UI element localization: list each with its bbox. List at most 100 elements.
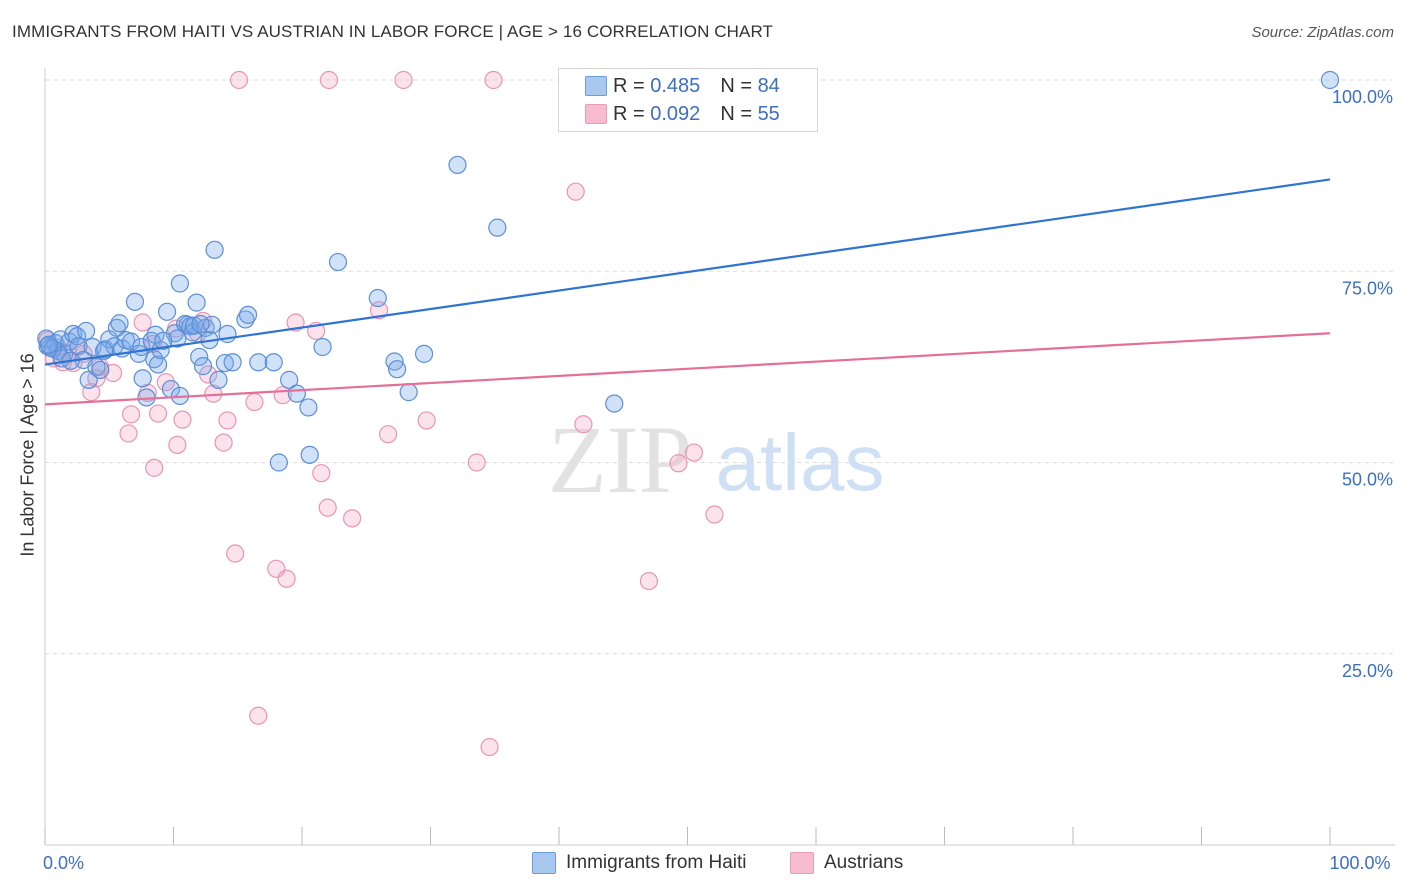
haiti-point bbox=[387, 360, 407, 379]
austrians-point bbox=[168, 435, 187, 455]
haiti-point bbox=[190, 347, 209, 367]
haiti-point bbox=[1320, 70, 1340, 90]
y-axis-label: In Labor Force | Age > 16 bbox=[17, 353, 38, 557]
bottom-legend-haiti: Immigrants from Haiti bbox=[532, 852, 747, 874]
trendlines bbox=[44, 178, 1331, 406]
haiti-point bbox=[328, 252, 348, 272]
haiti-point bbox=[223, 353, 242, 372]
y-tick-label: 75.0% bbox=[1342, 278, 1393, 298]
austrians-point bbox=[245, 392, 264, 412]
legend-r-label: R = bbox=[613, 102, 645, 125]
bottom-legend-swatch-haiti bbox=[532, 852, 556, 874]
haiti-point bbox=[313, 337, 332, 357]
watermark-zip: ZIP bbox=[548, 406, 692, 513]
haiti-point bbox=[184, 316, 204, 335]
haiti-point bbox=[148, 355, 168, 374]
haiti-point bbox=[300, 445, 319, 464]
watermark: ZIP atlas bbox=[548, 406, 884, 513]
austrians-point bbox=[394, 70, 413, 90]
chart-source: Source: ZipAtlas.com bbox=[1251, 24, 1394, 41]
austrians-point bbox=[148, 404, 168, 423]
austrians-point bbox=[312, 464, 331, 483]
y-tick-label: 25.0% bbox=[1342, 661, 1393, 681]
x-tick-label: 0.0% bbox=[43, 853, 84, 873]
haiti-point bbox=[110, 314, 129, 333]
haiti-point bbox=[157, 302, 177, 321]
haiti-point bbox=[154, 331, 173, 350]
bottom-legend-austrians: Austrians bbox=[790, 852, 903, 874]
austrians-point bbox=[218, 411, 237, 430]
austrians-point bbox=[639, 571, 659, 591]
bottom-legend-label-haiti: Immigrants from Haiti bbox=[566, 852, 747, 873]
austrians-point bbox=[417, 411, 436, 430]
austrians-point bbox=[133, 313, 152, 332]
haiti-point bbox=[125, 292, 145, 311]
austrians-point bbox=[378, 425, 398, 444]
austrians-point bbox=[286, 313, 305, 332]
haiti-point bbox=[168, 329, 187, 348]
austrians-point bbox=[318, 498, 337, 517]
haiti-point bbox=[448, 155, 467, 175]
austrians-point bbox=[229, 70, 249, 90]
haiti-point bbox=[269, 453, 288, 472]
watermark-atlas: atlas bbox=[716, 418, 885, 507]
legend-row-haiti: R = 0.485 N = 84 bbox=[585, 73, 780, 99]
tick-labels: 100.0% 75.0% 50.0% 25.0% 0.0% 100.0% bbox=[43, 87, 1393, 873]
legend-r-label: R = bbox=[613, 74, 645, 97]
legend-n-value: 84 bbox=[757, 74, 780, 97]
haiti-point bbox=[280, 370, 299, 389]
legend-swatch-haiti bbox=[585, 76, 607, 96]
austrians-point bbox=[145, 458, 164, 477]
trendline-austrians bbox=[44, 332, 1331, 406]
haiti-point bbox=[191, 314, 210, 334]
haiti-point bbox=[287, 384, 306, 403]
haiti-point bbox=[209, 370, 228, 389]
austrians-point bbox=[480, 737, 499, 757]
haiti-point bbox=[488, 218, 507, 237]
haiti-point bbox=[414, 344, 434, 363]
haiti-point bbox=[264, 353, 283, 372]
y-tick-label: 50.0% bbox=[1342, 470, 1393, 490]
haiti-point bbox=[133, 369, 152, 388]
trendline-haiti bbox=[44, 178, 1331, 366]
bottom-legend-swatch-austrians bbox=[790, 852, 814, 874]
haiti-point bbox=[39, 335, 58, 354]
haiti-point bbox=[249, 353, 268, 372]
austrians-point bbox=[277, 569, 296, 588]
haiti-point bbox=[205, 240, 224, 259]
austrians-point bbox=[319, 70, 339, 90]
legend-r-value: 0.092 bbox=[650, 102, 701, 125]
legend-r-value: 0.485 bbox=[650, 74, 701, 97]
austrians-point bbox=[119, 424, 138, 443]
legend-n-label: N = bbox=[720, 102, 752, 125]
haiti-point bbox=[238, 305, 258, 324]
correlation-legend: R = 0.485 N = 84 R = 0.092 N = 55 bbox=[558, 68, 818, 132]
haiti-point bbox=[187, 293, 206, 312]
austrians-point bbox=[484, 70, 503, 90]
austrians-point bbox=[669, 454, 688, 473]
bottom-legend-label-austrians: Austrians bbox=[824, 852, 904, 873]
austrians-point bbox=[684, 443, 704, 462]
haiti-point bbox=[69, 337, 88, 356]
austrians-point bbox=[566, 182, 585, 201]
haiti-point bbox=[170, 274, 190, 293]
haiti-point bbox=[299, 398, 318, 417]
austrians-point bbox=[226, 544, 245, 563]
legend-row-austrians: R = 0.092 N = 55 bbox=[585, 101, 780, 127]
haiti-point bbox=[215, 353, 234, 373]
legend-n-label: N = bbox=[720, 74, 752, 97]
haiti-point bbox=[91, 360, 110, 380]
series-immigrants-from-haiti bbox=[37, 70, 1340, 472]
legend-swatch-austrians bbox=[585, 104, 607, 124]
austrians-point bbox=[121, 405, 141, 424]
chart-title: IMMIGRANTS FROM HAITI VS AUSTRIAN IN LAB… bbox=[12, 22, 774, 41]
legend-n-value: 55 bbox=[757, 102, 780, 125]
haiti-point bbox=[605, 394, 624, 413]
haiti-point bbox=[399, 383, 418, 402]
haiti-point bbox=[368, 288, 387, 308]
haiti-point bbox=[77, 321, 96, 341]
austrians-point bbox=[249, 706, 268, 725]
haiti-point bbox=[193, 357, 213, 376]
austrians-point bbox=[173, 410, 192, 429]
